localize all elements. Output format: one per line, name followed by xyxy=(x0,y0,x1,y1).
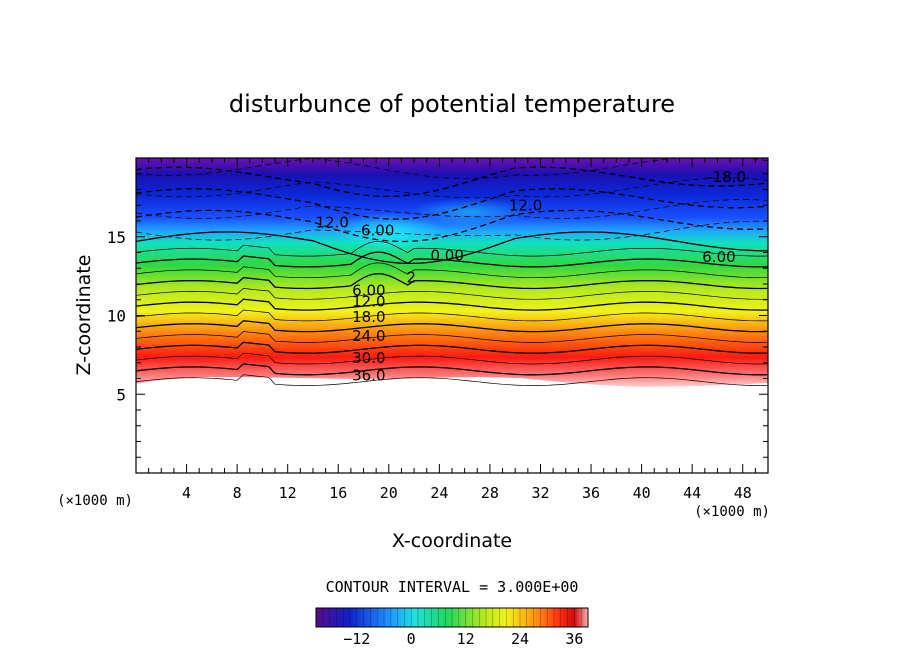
contour-line xyxy=(136,158,768,180)
contour-lines xyxy=(136,158,768,386)
x-tick-label: 4 xyxy=(182,484,191,502)
contour-label: 12.0 xyxy=(315,214,348,232)
contour-label: 12.0 xyxy=(509,196,542,214)
x-axis: 4 8 12 16 20 24 28 32 36 40 44 48 xyxy=(148,158,756,502)
colorbar-tick-label: 24 xyxy=(511,630,529,648)
colorbar-tick-label: −12 xyxy=(343,630,370,648)
colorbar-tick-label: 36 xyxy=(565,630,583,648)
contour-line xyxy=(136,166,768,198)
x-tick-label: 8 xyxy=(233,484,242,502)
contour-label: 6.00 xyxy=(361,221,394,239)
contour-line xyxy=(136,374,768,386)
contour-label: 18.0 xyxy=(352,308,385,326)
contour-label: 24.0 xyxy=(352,327,385,345)
contour-line xyxy=(136,363,768,376)
contour-line xyxy=(136,288,768,300)
chart-title: disturbunce of potential temperature xyxy=(229,90,675,118)
y-axis-label: Z-coordinate xyxy=(73,255,95,376)
x-tick-label: 20 xyxy=(380,484,398,502)
x-unit-label: (×1000 m) xyxy=(694,504,770,520)
x-tick-label: 24 xyxy=(430,484,448,502)
y-tick-label: 5 xyxy=(116,385,126,404)
y-unit-label: (×1000 m) xyxy=(57,493,133,509)
x-tick-label: 36 xyxy=(582,484,600,502)
cyan-anomaly-upper xyxy=(410,198,530,226)
contour-line xyxy=(136,177,768,199)
contour-labels: -18.012.012.0 6.000.00 6.006.00212.018.024… xyxy=(315,168,746,384)
colorbar-scale: −12 0 12 24 36 xyxy=(315,607,589,648)
contour-label: 36.0 xyxy=(352,366,385,384)
plot-area xyxy=(136,158,768,387)
temperature-field xyxy=(136,158,768,387)
contour-label: 6.00 xyxy=(352,281,385,299)
x-tick-label: 40 xyxy=(633,484,651,502)
x-tick-label: 12 xyxy=(279,484,297,502)
colorbar-tick-label: 12 xyxy=(457,630,475,648)
contour-line xyxy=(136,262,768,279)
contour-label: 2 xyxy=(406,269,416,287)
contour-line xyxy=(136,209,768,243)
x-axis-label: X-coordinate xyxy=(392,530,512,552)
contour-label: 12.0 xyxy=(352,292,385,310)
contour-line xyxy=(136,188,768,220)
contour-line xyxy=(136,320,768,333)
contour-interval-text: CONTOUR INTERVAL = 3.000E+00 xyxy=(326,578,579,596)
contour-line xyxy=(136,240,768,257)
y-axis: 5 10 15 xyxy=(107,173,768,458)
colorbar-tick-label: 0 xyxy=(407,630,416,648)
cyan-anomaly-core xyxy=(335,212,445,252)
contour-line xyxy=(136,331,768,343)
contour-line xyxy=(136,220,768,241)
contour-line xyxy=(136,352,768,365)
colorbar-frame xyxy=(315,607,589,628)
contour-line xyxy=(136,309,768,322)
x-tick-label: 16 xyxy=(329,484,347,502)
y-tick-label: 10 xyxy=(107,307,126,326)
y-tick-label: 15 xyxy=(107,228,126,247)
contour-line xyxy=(136,199,768,219)
x-tick-label: 48 xyxy=(734,484,752,502)
contour-line xyxy=(136,341,768,354)
contour-label: -18.0 xyxy=(707,168,746,186)
contour-label: 6.00 xyxy=(702,248,735,266)
contour-line xyxy=(136,273,768,290)
x-tick-label: 32 xyxy=(531,484,549,502)
x-tick-label: 28 xyxy=(481,484,499,502)
x-tick-label: 44 xyxy=(683,484,701,502)
contour-label: 30.0 xyxy=(352,349,385,367)
contour-line xyxy=(136,251,768,268)
contour-line xyxy=(136,298,768,311)
contour-label: 0.00 xyxy=(431,247,464,265)
contour-line xyxy=(136,231,768,265)
